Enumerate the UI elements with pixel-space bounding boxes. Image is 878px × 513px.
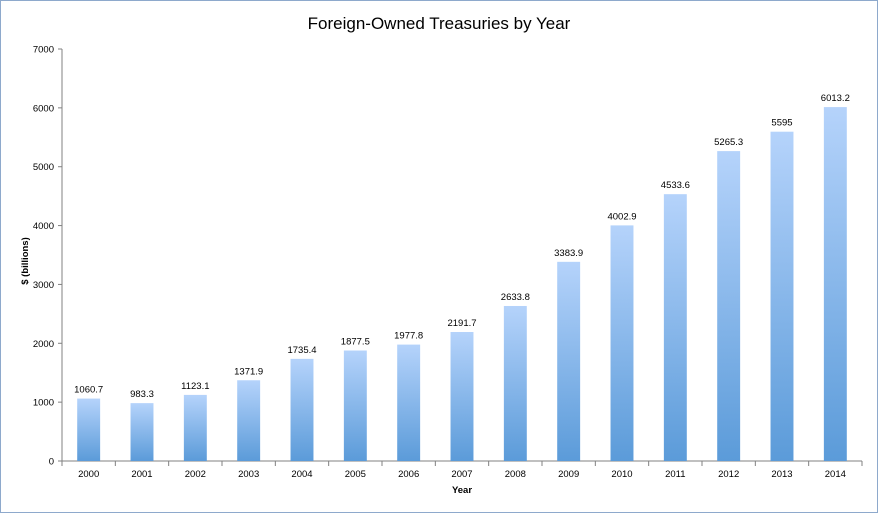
bar-2003 — [237, 380, 261, 461]
x-tick-label: 2011 — [665, 469, 685, 480]
data-label: 1060.7 — [74, 385, 103, 396]
data-label: 1371.9 — [234, 366, 263, 377]
data-label: 4533.6 — [661, 180, 690, 191]
data-label: 2633.8 — [501, 292, 530, 303]
data-label: 5595 — [771, 118, 792, 129]
bar-2007 — [450, 332, 474, 461]
x-tick-label: 2001 — [131, 469, 152, 480]
chart-title: Foreign-Owned Treasuries by Year — [307, 14, 571, 33]
bar-2002 — [183, 394, 207, 461]
y-tick-label: 4000 — [33, 221, 54, 232]
data-label: 1977.8 — [394, 331, 423, 342]
y-tick-label: 6000 — [33, 103, 54, 114]
y-tick-label: 1000 — [33, 398, 54, 409]
x-tick-label: 2007 — [451, 469, 472, 480]
x-tick-label: 2003 — [238, 469, 259, 480]
y-tick-label: 5000 — [33, 162, 54, 173]
x-tick-label: 2008 — [505, 469, 526, 480]
data-label: 6013.2 — [821, 93, 850, 104]
y-tick-label: 0 — [49, 457, 54, 468]
data-label: 1877.5 — [341, 336, 370, 347]
bar-2004 — [290, 358, 314, 461]
y-tick-label: 3000 — [33, 280, 54, 291]
data-label: 983.3 — [130, 389, 154, 400]
bar-2008 — [503, 305, 527, 461]
x-tick-label: 2004 — [291, 469, 312, 480]
x-tick-label: 2000 — [78, 469, 99, 480]
bar-2005 — [343, 350, 367, 461]
bar-2010 — [610, 225, 634, 461]
data-label: 4002.9 — [607, 211, 636, 222]
x-tick-label: 2009 — [558, 469, 579, 480]
y-tick-label: 2000 — [33, 339, 54, 350]
y-tick-label: 7000 — [33, 45, 54, 56]
x-tick-label: 2006 — [398, 469, 419, 480]
bar-2000 — [77, 398, 101, 461]
x-tick-label: 2010 — [611, 469, 632, 480]
data-label: 1123.1 — [181, 381, 209, 392]
y-axis-title: $ (billions) — [20, 237, 31, 285]
x-tick-label: 2013 — [771, 469, 792, 480]
x-tick-label: 2014 — [825, 469, 846, 480]
data-label: 5265.3 — [714, 137, 743, 148]
data-label: 3383.9 — [554, 248, 583, 259]
x-axis-title: Year — [452, 485, 472, 496]
bar-2013 — [770, 131, 794, 462]
bar-2006 — [397, 344, 421, 461]
data-label: 1735.4 — [287, 345, 316, 356]
bar-2009 — [557, 261, 581, 461]
bar-2014 — [823, 107, 847, 461]
x-tick-label: 2012 — [718, 469, 739, 480]
x-tick-label: 2002 — [185, 469, 206, 480]
bar-2012 — [717, 151, 741, 461]
bar-2011 — [663, 194, 687, 461]
x-tick-label: 2005 — [345, 469, 366, 480]
data-label: 2191.7 — [447, 318, 476, 329]
bar-2001 — [130, 403, 154, 461]
